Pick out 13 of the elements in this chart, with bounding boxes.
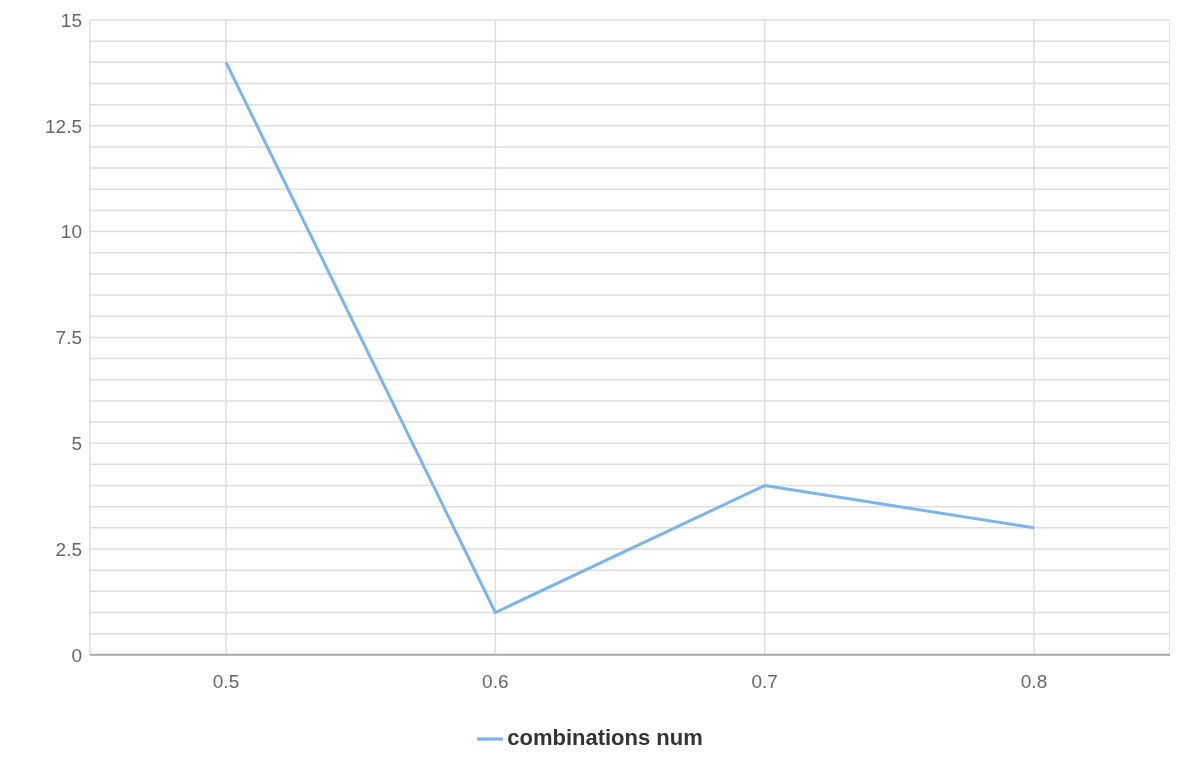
y-tick-label: 7.5 — [55, 327, 82, 349]
x-tick-label: 0.7 — [751, 671, 778, 693]
y-tick-label: 15 — [60, 9, 82, 31]
y-tick-label: 10 — [60, 221, 82, 243]
y-tick-label: 0 — [71, 644, 82, 666]
x-tick-label: 0.6 — [482, 671, 509, 693]
y-tick-label: 5 — [71, 432, 82, 454]
legend-label: combinations num — [507, 724, 703, 750]
line-series — [224, 60, 1036, 614]
y-tick-label: 2.5 — [55, 538, 82, 560]
x-tick-label: 0.5 — [212, 671, 240, 693]
y-tick-label: 12.5 — [45, 115, 82, 137]
x-tick-label: 0.8 — [1020, 671, 1048, 693]
